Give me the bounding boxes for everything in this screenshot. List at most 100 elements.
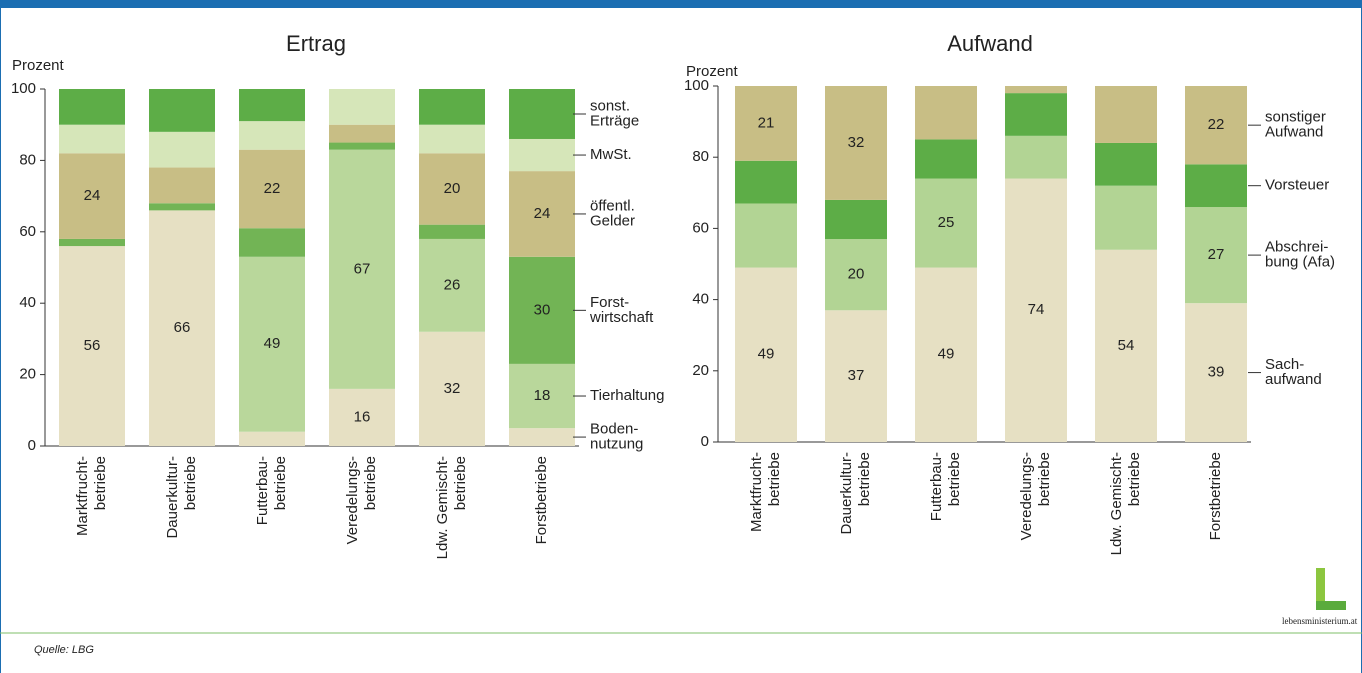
bar-segment <box>1185 303 1247 442</box>
bar-segment <box>59 246 125 446</box>
x-tick-label: Futterbau- <box>254 456 271 525</box>
x-tick-label: Forstbetriebe <box>533 456 550 544</box>
bar-segment <box>735 86 797 161</box>
value-label: 49 <box>938 346 955 363</box>
bar-segment <box>329 124 395 143</box>
bar-segment <box>239 228 305 257</box>
y-axis-label: Prozent <box>12 57 65 74</box>
value-label: 24 <box>84 187 101 204</box>
y-axis-label: Prozent <box>686 63 739 80</box>
y-tick-label: 40 <box>692 291 709 308</box>
bar-segment <box>149 131 215 168</box>
legend-label: aufwand <box>1265 371 1322 388</box>
bar-segment <box>239 89 305 122</box>
legend-label: sonstiger <box>1265 109 1326 126</box>
legend-label: Vorsteuer <box>1265 177 1329 194</box>
bar-segment <box>59 238 125 247</box>
legend-label: nutzung <box>590 436 643 453</box>
top-bar <box>0 0 1362 8</box>
bar-segment <box>735 203 797 268</box>
bar-segment <box>239 256 305 432</box>
value-label: 25 <box>938 214 955 231</box>
value-label: 20 <box>848 266 865 283</box>
x-tick-label: betriebe <box>182 456 199 510</box>
logo-text: lebensministerium.at <box>1282 616 1358 626</box>
x-tick-label: betriebe <box>272 456 289 510</box>
x-tick-label: Dauerkultur- <box>838 452 855 535</box>
x-tick-label: betriebe <box>92 456 109 510</box>
logo-icon <box>1316 568 1346 610</box>
y-tick-label: 80 <box>692 148 709 165</box>
legend-label: bung (Afa) <box>1265 254 1335 271</box>
y-tick-label: 0 <box>701 433 709 450</box>
bar-segment <box>509 171 575 257</box>
x-tick-label: betriebe <box>1126 452 1143 506</box>
value-label: 37 <box>848 367 865 384</box>
y-tick-label: 100 <box>684 77 709 94</box>
bar-segment <box>59 89 125 125</box>
bar-segment <box>915 267 977 442</box>
bar-segment <box>825 199 887 240</box>
source: Quelle: LBG <box>34 644 94 656</box>
legend-label: MwSt. <box>590 146 632 163</box>
legend-label: Boden- <box>590 421 638 438</box>
y-tick-label: 20 <box>19 366 36 383</box>
value-label: 22 <box>1208 116 1225 133</box>
bar-segment <box>329 388 395 446</box>
legend-label: sonst. <box>590 97 630 114</box>
legend-label: Gelder <box>590 212 635 229</box>
bar-segment <box>1095 249 1157 442</box>
bar-segment <box>509 256 575 364</box>
bar-segment <box>149 210 215 446</box>
legend-label: öffentl. <box>590 197 635 214</box>
bar-segment <box>915 86 977 140</box>
x-tick-label: Marktfrucht- <box>74 456 91 536</box>
bar-segment <box>915 178 977 268</box>
x-tick-label: betriebe <box>362 456 379 510</box>
bar-segment <box>825 86 887 200</box>
value-label: 26 <box>444 276 461 293</box>
bar-segment <box>239 149 305 229</box>
chart-title: Aufwand <box>947 31 1033 56</box>
bar-segment <box>915 139 977 179</box>
bar-segment <box>419 89 485 125</box>
x-tick-label: Forstbetriebe <box>1207 452 1224 540</box>
value-label: 24 <box>534 205 551 222</box>
bar-segment <box>149 167 215 204</box>
bar-segment <box>329 142 395 150</box>
bar-segment <box>329 89 395 125</box>
frame-left <box>0 0 1 673</box>
value-label: 74 <box>1028 301 1045 318</box>
x-tick-label: betriebe <box>766 452 783 506</box>
legend-label: Tierhaltung <box>590 387 665 404</box>
value-label: 21 <box>758 114 775 131</box>
bar-segment <box>419 124 485 154</box>
bar-segment <box>1005 178 1067 442</box>
value-label: 54 <box>1118 337 1135 354</box>
x-tick-label: Dauerkultur- <box>164 456 181 539</box>
bar-segment <box>735 267 797 442</box>
x-tick-label: betriebe <box>946 452 963 506</box>
y-tick-label: 40 <box>19 294 36 311</box>
bar-segment <box>149 89 215 132</box>
value-label: 18 <box>534 387 551 404</box>
value-label: 32 <box>848 134 865 151</box>
bar-segment <box>59 124 125 154</box>
x-tick-label: Marktfrucht- <box>748 452 765 532</box>
bar-segment <box>509 89 575 139</box>
y-tick-label: 100 <box>11 80 36 97</box>
bar-segment <box>1095 185 1157 250</box>
x-tick-label: Ldw. Gemischt- <box>434 456 451 559</box>
bar-segment <box>1095 86 1157 143</box>
legend-label: Abschrei- <box>1265 239 1328 256</box>
x-tick-label: Veredelungs- <box>1018 452 1035 540</box>
bar-segment <box>239 121 305 150</box>
y-tick-label: 0 <box>28 437 36 454</box>
value-label: 20 <box>444 180 461 197</box>
x-tick-label: betriebe <box>452 456 469 510</box>
y-tick-label: 20 <box>692 362 709 379</box>
legend-label: Sach- <box>1265 356 1304 373</box>
bar-segment <box>509 428 575 446</box>
value-label: 27 <box>1208 246 1225 263</box>
